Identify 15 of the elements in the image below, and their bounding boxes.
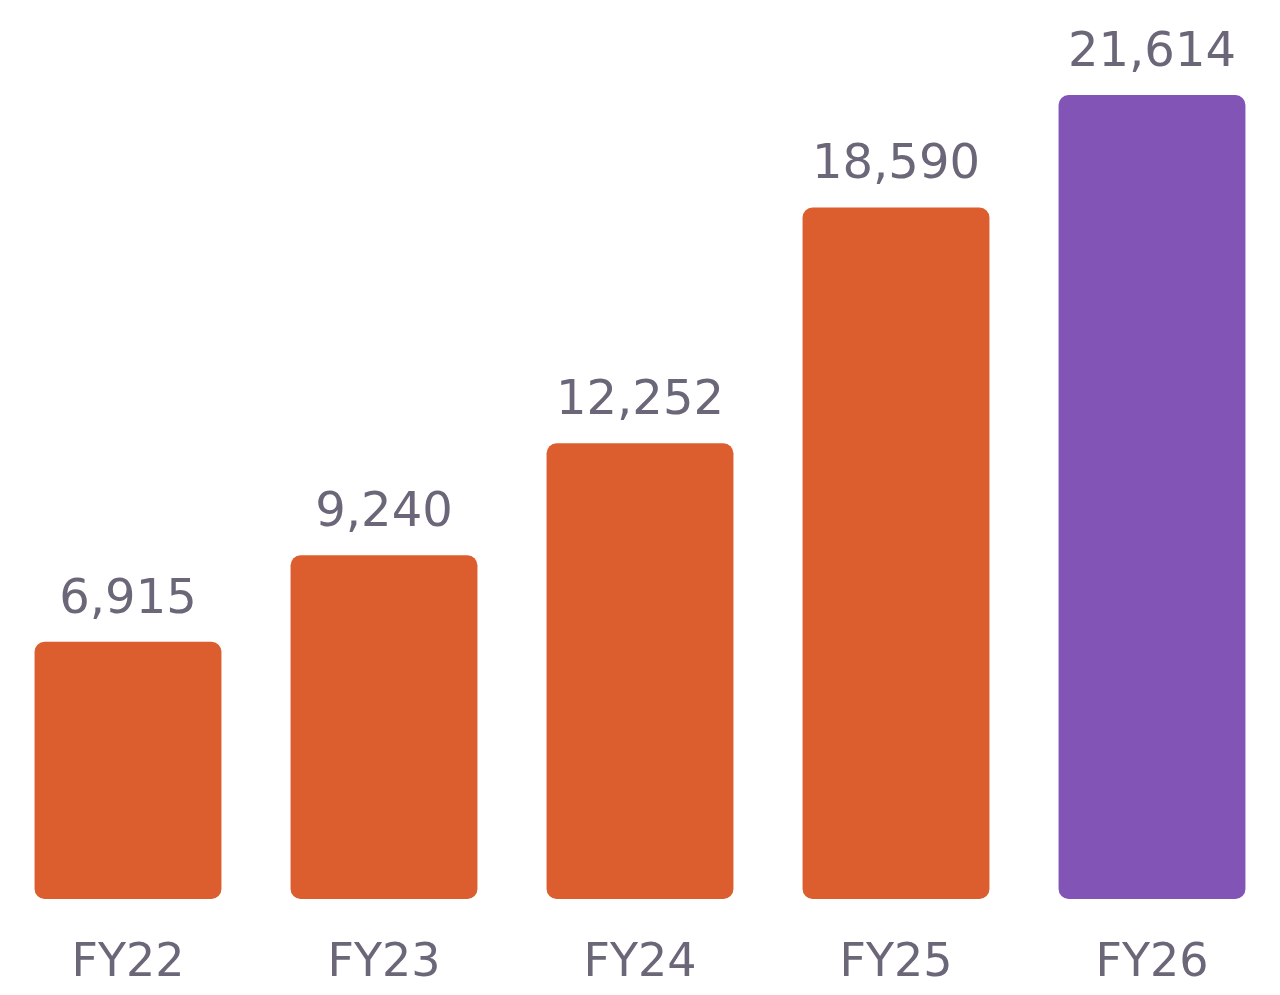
data-label: 21,614 [1068,21,1236,77]
data-label: 9,240 [315,481,453,538]
x-tick-label: FY23 [327,933,441,987]
bar [1058,95,1246,899]
bar [34,641,222,899]
x-tick-label: FY26 [1095,933,1209,987]
x-tick-label: FY22 [71,933,185,987]
bar [546,443,734,899]
data-label: 6,915 [59,567,197,624]
bar [290,555,478,899]
data-label: 18,590 [812,133,980,190]
bar [802,207,990,899]
data-label: 12,252 [556,369,724,426]
x-tick-label: FY25 [839,933,953,987]
x-tick-label: FY24 [583,933,697,987]
